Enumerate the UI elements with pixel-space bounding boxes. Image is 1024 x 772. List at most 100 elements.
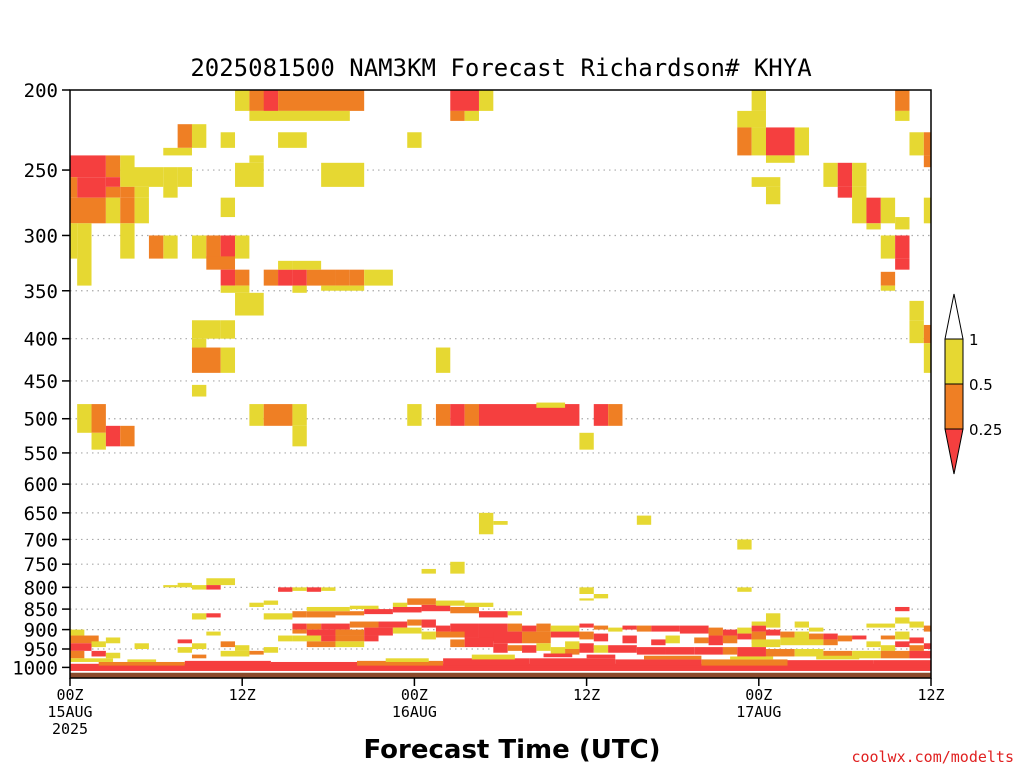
heatmap-cell	[335, 635, 365, 642]
heatmap-cell	[909, 320, 924, 344]
heatmap-cell	[321, 635, 336, 642]
heatmap-cell	[191, 124, 207, 148]
y-tick-label: 550	[24, 443, 58, 465]
heatmap-cell	[722, 629, 738, 636]
heatmap-cell	[105, 177, 121, 187]
heatmap-cell	[407, 132, 422, 148]
heatmap-cell	[923, 343, 931, 373]
heatmap-cell	[177, 647, 192, 653]
heatmap-cell	[435, 600, 465, 606]
heatmap-cell	[730, 656, 774, 660]
heatmap-cell	[636, 625, 652, 632]
y-tick-label: 1000	[12, 657, 58, 679]
heatmap-cell	[206, 631, 221, 636]
heatmap-cell	[306, 587, 322, 592]
heatmap-cell	[184, 660, 271, 666]
heatmap-cell	[306, 623, 322, 630]
heatmap-cell	[191, 320, 221, 339]
heatmap-cell	[880, 650, 910, 659]
x-tick-label: 2025	[52, 720, 88, 738]
heatmap-cell	[923, 197, 931, 224]
heatmap-cell	[923, 643, 931, 649]
heatmap-cell	[809, 627, 824, 632]
heatmap-cell	[220, 235, 236, 259]
heatmap-cell	[349, 621, 379, 628]
x-tick-label: 12Z	[573, 686, 600, 704]
legend-label: 1	[969, 331, 979, 349]
heatmap-cell	[751, 639, 781, 648]
heatmap-cell	[866, 223, 881, 230]
heatmap-cell	[120, 186, 135, 198]
x-tick-label: 00Z	[56, 686, 83, 704]
heatmap-cell	[622, 635, 637, 644]
heatmap-cell	[823, 650, 853, 659]
x-tick-label: 00Z	[401, 686, 428, 704]
heatmap-cell	[134, 186, 149, 198]
heatmap-cell	[105, 186, 121, 198]
heatmap-cell	[579, 643, 594, 653]
heatmap-cell	[321, 623, 350, 630]
heatmap-cell	[392, 627, 422, 634]
heatmap-cell	[134, 197, 149, 224]
heatmap-cell	[163, 235, 178, 259]
heatmap-cell	[751, 631, 766, 644]
heatmap-cell	[493, 643, 508, 653]
heatmap-cell	[249, 155, 264, 163]
heatmap-cell	[694, 647, 723, 655]
heatmap-cell	[407, 598, 436, 605]
y-tick-label: 950	[24, 639, 58, 661]
heatmap-cell	[852, 635, 867, 640]
heatmap-cell	[105, 197, 121, 224]
heatmap-cell	[722, 647, 738, 655]
heatmap-cell	[177, 167, 192, 187]
heatmap-cell	[852, 162, 867, 187]
heatmap-cell	[220, 269, 236, 286]
heatmap-cell	[220, 285, 250, 293]
x-tick-label: 12Z	[917, 686, 944, 704]
heatmap-cell	[364, 635, 379, 642]
heatmap-cell	[615, 659, 702, 666]
heatmap-cell	[923, 155, 931, 168]
heatmap-cell	[191, 654, 207, 659]
heatmap-cell	[636, 647, 666, 655]
heatmap-cell	[70, 650, 85, 659]
heatmap-cell	[909, 621, 924, 628]
heatmap-cell	[586, 654, 616, 659]
heatmap-cell	[593, 594, 609, 599]
heatmap-cell	[708, 635, 723, 646]
heatmap-cell	[191, 613, 207, 620]
heatmap-cell	[70, 177, 78, 198]
heatmap-cell	[77, 177, 106, 198]
heatmap-cell	[809, 633, 824, 640]
heatmap-cell	[507, 645, 523, 651]
y-tick-label: 500	[24, 409, 58, 431]
heatmap-cell	[593, 645, 609, 653]
heatmap-cell	[306, 611, 336, 618]
heatmap-cell	[837, 162, 853, 187]
heatmap-cell	[321, 285, 365, 291]
heatmap-cell	[220, 320, 236, 339]
heatmap-cell	[543, 653, 573, 658]
heatmap-cell	[206, 256, 236, 270]
heatmap-cell	[550, 647, 566, 655]
heatmap-cell	[852, 650, 881, 659]
heatmap-cell	[278, 269, 293, 286]
heatmap-cell	[608, 645, 637, 653]
chart-title: 2025081500 NAM3KM Forecast Richardson# K…	[190, 54, 812, 82]
heatmap-cell	[579, 623, 594, 628]
heatmap-cell	[292, 260, 322, 270]
heatmap-cell	[536, 643, 551, 651]
heatmap-cell	[651, 639, 666, 646]
credit-text: coolwx.com/modelts	[851, 748, 1014, 766]
heatmap-cell	[407, 619, 422, 626]
heatmap-cell	[292, 404, 307, 426]
heatmap-cell	[895, 606, 910, 612]
heatmap-cell	[923, 324, 931, 344]
x-tick-label: 00Z	[745, 686, 772, 704]
heatmap-cell	[737, 627, 752, 634]
heatmap-cell	[421, 604, 451, 612]
heatmap-cell	[306, 641, 336, 648]
heatmap-cell	[70, 635, 99, 644]
heatmap-cell	[823, 633, 838, 640]
